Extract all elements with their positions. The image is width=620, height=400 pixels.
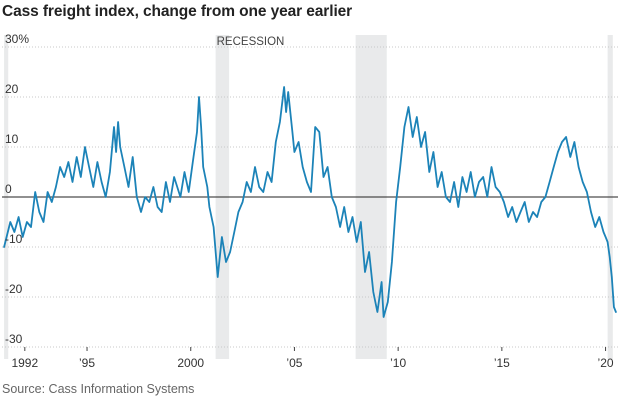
chart-title: Cass freight index, change from one year… — [2, 3, 353, 20]
x-tick-label: 2000 — [177, 356, 204, 370]
series-lines — [3, 86, 617, 318]
y-tick-label: 10 — [5, 132, 19, 146]
source-note: Source: Cass Information Systems — [2, 382, 195, 396]
x-axis-ticks: 1992 ’95 2000 ’05 ’10 ’15 ’20 — [11, 347, 614, 370]
gridlines — [2, 46, 618, 348]
x-tick-label: ’15 — [494, 356, 510, 370]
x-tick-label: ’10 — [390, 356, 406, 370]
series-line — [3, 86, 617, 318]
x-tick-label: ’20 — [598, 356, 614, 370]
x-tick-label: ’05 — [286, 356, 302, 370]
y-tick-label: 0 — [5, 182, 12, 196]
y-tick-label: -10 — [5, 232, 23, 246]
recession-label: RECESSION — [217, 36, 285, 48]
y-tick-label: -30 — [5, 332, 23, 346]
x-tick-label: 1992 — [11, 356, 38, 370]
x-tick-label: ’95 — [79, 356, 95, 370]
y-tick-label: 20 — [5, 82, 19, 96]
y-tick-label: -20 — [5, 282, 23, 296]
y-tick-label: 30% — [5, 32, 29, 46]
y-axis-ticks: 30% 20 10 0 -10 -20 -30 — [5, 32, 29, 346]
line-chart: 30% 20 10 0 -10 -20 -30 1992 ’95 2000 ’05 ’10 ’15 ’2… — [2, 32, 618, 370]
